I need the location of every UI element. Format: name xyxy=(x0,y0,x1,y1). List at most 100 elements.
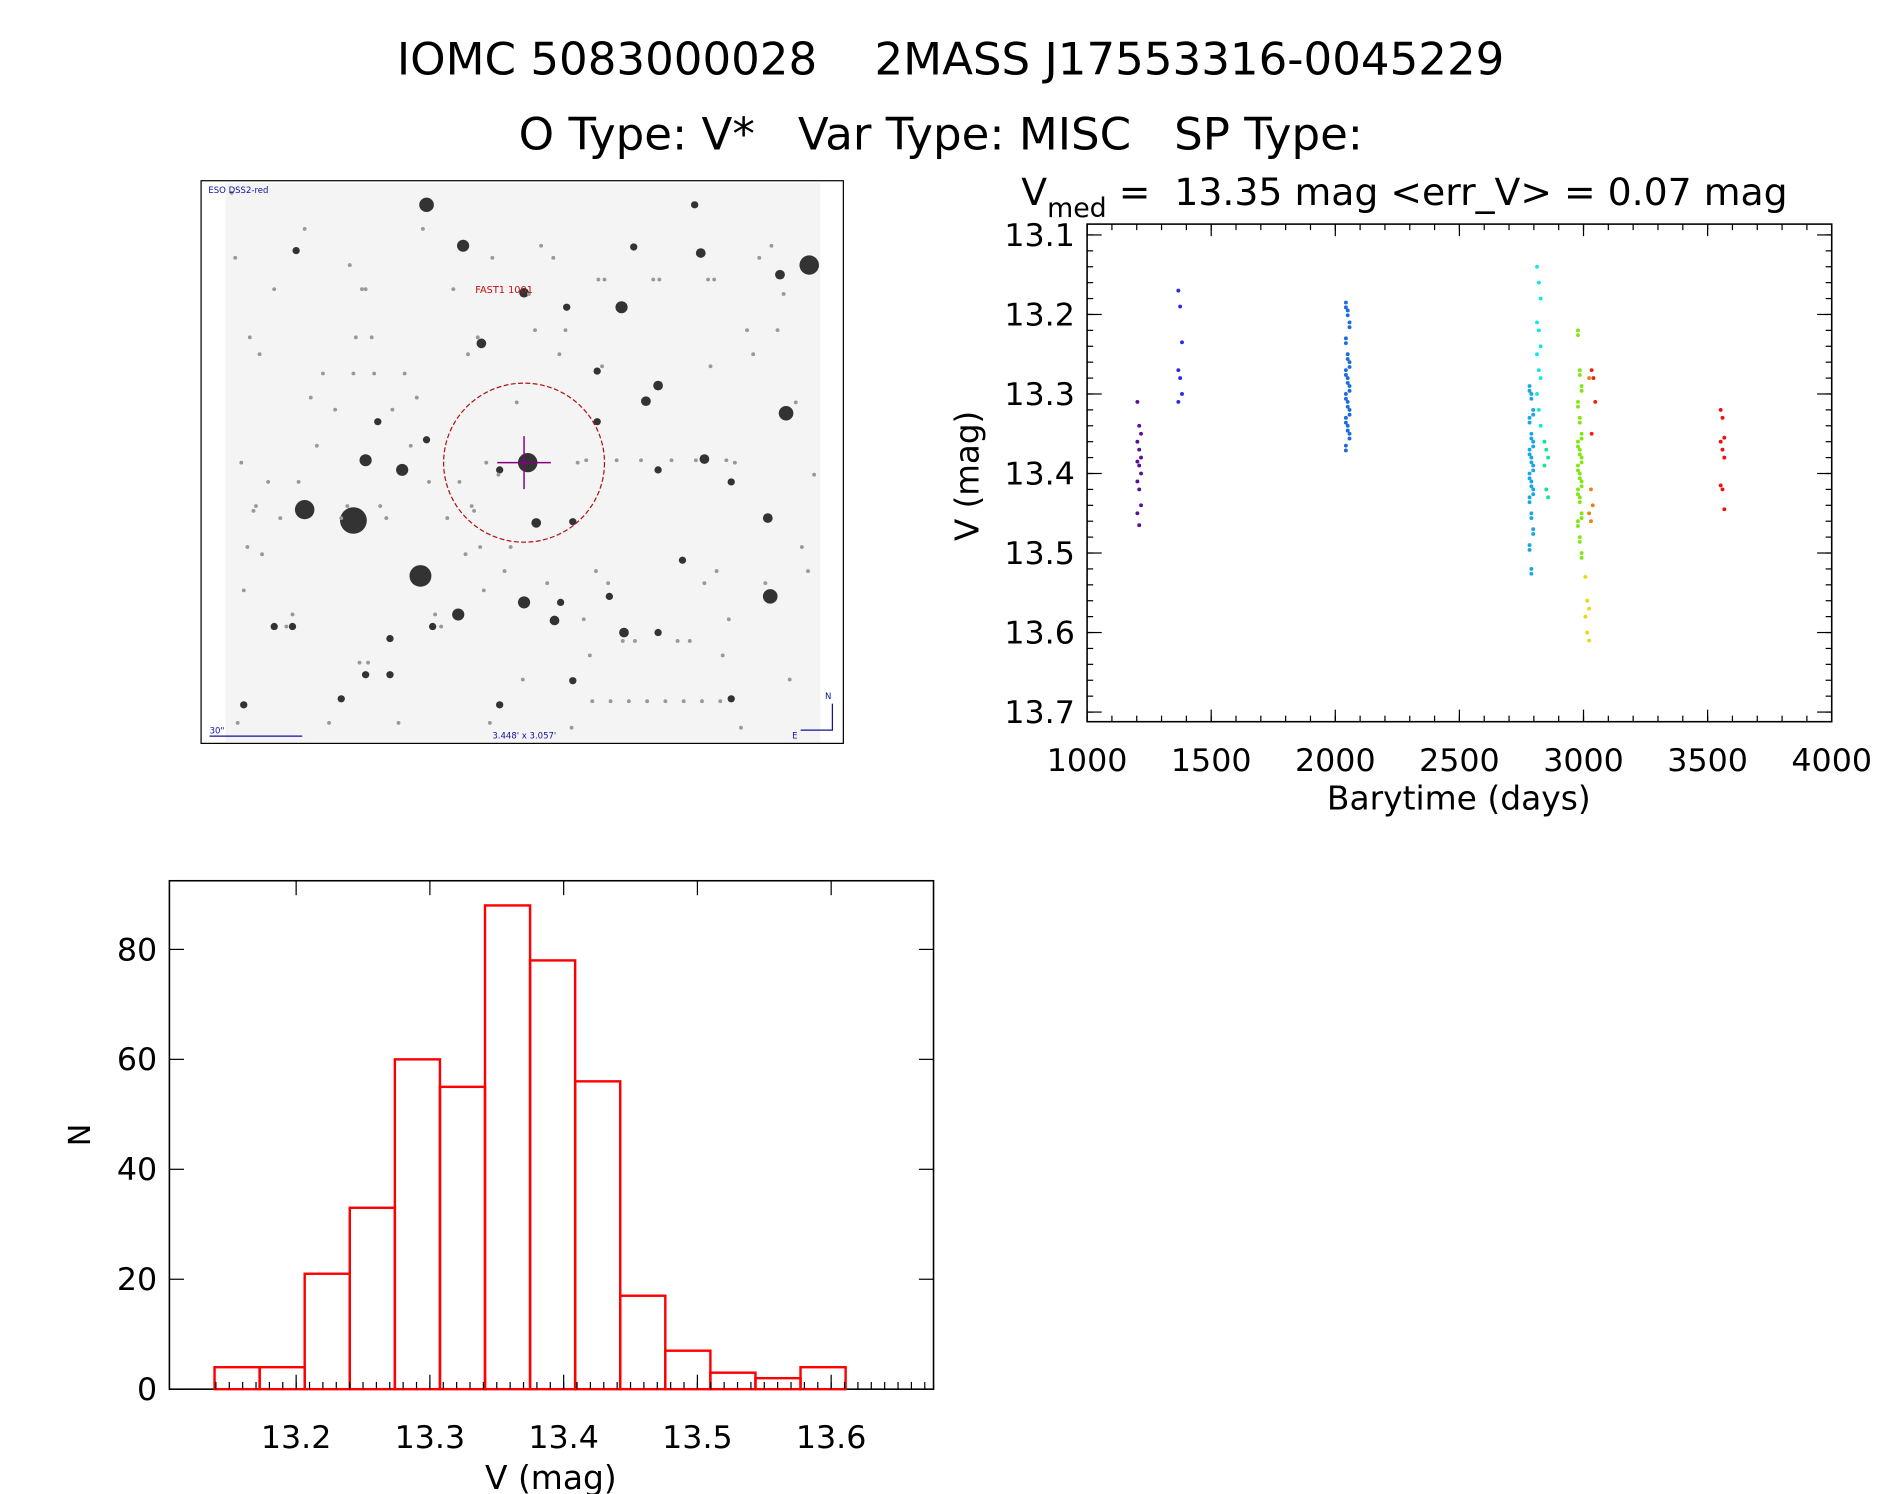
y-tick-label: 13.5 xyxy=(1004,536,1075,572)
faint-star xyxy=(445,516,450,521)
data-point xyxy=(1176,368,1181,373)
star xyxy=(699,454,710,464)
data-point xyxy=(1139,455,1143,460)
star xyxy=(386,634,394,643)
faint-star xyxy=(545,581,550,586)
data-point xyxy=(1180,340,1184,345)
data-point xyxy=(1343,396,1348,401)
star xyxy=(240,701,248,709)
data-point xyxy=(1529,396,1534,401)
data-point xyxy=(1178,304,1183,309)
faint-star xyxy=(793,400,798,405)
data-point xyxy=(1577,476,1582,481)
star xyxy=(374,418,382,426)
faint-star xyxy=(806,569,810,574)
faint-star xyxy=(799,545,804,549)
x-tick-label: 1000 xyxy=(1047,743,1128,779)
star-field xyxy=(229,190,819,730)
x-tick-label: 2000 xyxy=(1295,743,1376,779)
faint-star xyxy=(272,287,277,292)
data-point xyxy=(1579,436,1584,441)
faint-star xyxy=(363,287,368,292)
data-point xyxy=(1529,484,1534,489)
faint-star xyxy=(384,516,389,521)
data-point xyxy=(1585,598,1590,603)
compass-icon xyxy=(800,703,833,731)
data-point xyxy=(1527,471,1532,476)
faint-star xyxy=(475,335,480,340)
data-point xyxy=(1527,547,1532,552)
data-point xyxy=(1576,404,1580,409)
star xyxy=(762,589,778,604)
data-point xyxy=(1579,516,1584,521)
star xyxy=(496,701,504,709)
star xyxy=(630,243,638,251)
data-point xyxy=(1535,264,1539,269)
y-tick-label: 13.1 xyxy=(1004,218,1075,254)
faint-star xyxy=(600,364,604,369)
faint-star xyxy=(466,352,470,357)
data-point xyxy=(1527,447,1532,452)
faint-star xyxy=(357,660,362,665)
faint-star xyxy=(708,364,713,369)
star xyxy=(593,367,601,375)
star xyxy=(619,627,629,638)
faint-star xyxy=(439,624,444,629)
data-point xyxy=(1343,341,1348,346)
faint-star xyxy=(427,480,431,484)
faint-star xyxy=(663,699,668,704)
faint-star xyxy=(360,287,364,292)
faint-star xyxy=(645,699,650,704)
faint-star xyxy=(351,371,356,376)
data-point xyxy=(1577,420,1582,425)
data-point xyxy=(1345,380,1350,385)
faint-star xyxy=(378,504,383,508)
faint-star xyxy=(593,569,598,574)
faint-star xyxy=(247,335,252,340)
data-point xyxy=(1347,436,1352,441)
data-point xyxy=(1538,296,1543,301)
faint-star xyxy=(702,581,707,586)
faint-star xyxy=(614,458,619,463)
faint-star xyxy=(502,569,507,574)
faint-star xyxy=(233,255,238,260)
data-point xyxy=(1135,400,1140,404)
faint-star xyxy=(369,335,374,340)
survey-label: ESO DSS2-red xyxy=(208,185,268,195)
faint-star xyxy=(345,504,350,508)
star xyxy=(654,466,662,474)
data-point xyxy=(1587,606,1592,611)
star xyxy=(292,246,300,255)
data-point xyxy=(1576,524,1580,528)
star xyxy=(691,201,699,209)
x-tick-label: 13.6 xyxy=(796,1420,867,1456)
star xyxy=(409,565,432,587)
data-point xyxy=(1576,468,1580,473)
star xyxy=(569,518,577,526)
faint-star xyxy=(478,545,483,549)
faint-star xyxy=(372,371,377,376)
data-point xyxy=(1347,365,1352,369)
faint-star xyxy=(551,255,556,260)
star xyxy=(556,598,565,607)
data-point xyxy=(1576,492,1580,497)
histogram-bar xyxy=(573,1080,622,1391)
h-ylabel: N xyxy=(63,1124,98,1147)
data-point xyxy=(1579,384,1584,388)
data-point xyxy=(1720,447,1725,452)
star xyxy=(359,454,372,467)
data-point xyxy=(1538,423,1543,428)
data-point xyxy=(1577,535,1582,540)
data-point xyxy=(1345,428,1350,433)
faint-star xyxy=(620,639,625,643)
faint-star xyxy=(584,458,589,463)
star xyxy=(569,677,577,685)
star xyxy=(605,592,614,601)
fov-label: 3.448' x 3.057' xyxy=(492,731,556,741)
faint-star xyxy=(539,243,544,248)
faint-star xyxy=(257,352,262,357)
data-point xyxy=(1587,638,1592,643)
data-point xyxy=(1343,300,1348,305)
data-point xyxy=(1531,463,1536,468)
data-point xyxy=(1139,503,1143,508)
